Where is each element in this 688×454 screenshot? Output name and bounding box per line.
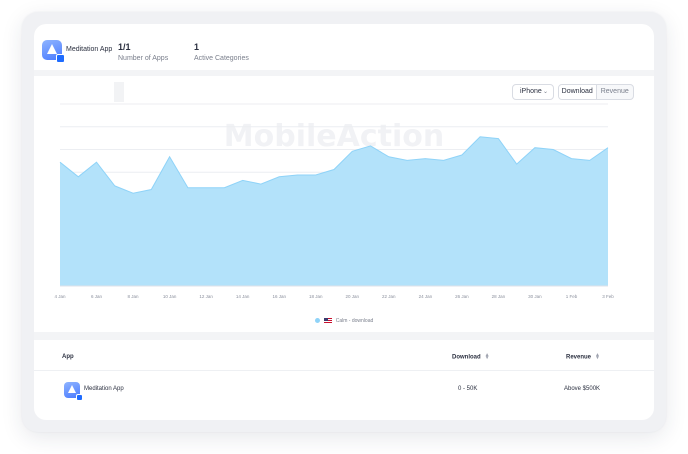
app-store-badge-icon — [56, 54, 65, 63]
row-revenue-range: Above $500K — [564, 386, 601, 392]
us-flag-icon — [323, 318, 332, 324]
x-tick-label: 24 Jan — [419, 294, 433, 299]
x-tick-label: 10 Jan — [163, 294, 177, 299]
dashboard-panel: Meditation App 1/1 Number of Apps 1 Acti… — [34, 24, 654, 420]
row-divider — [34, 370, 654, 371]
series-area[interactable] — [60, 136, 608, 286]
app-logo-icon — [47, 44, 57, 54]
chart-card: MobileAction 4 Jan 6 Jan 8 Jan 10 Jan 12 Jan 1… — [34, 76, 654, 332]
stat-value: 1 — [194, 42, 200, 52]
x-tick-label: 6 Jan — [91, 294, 103, 299]
x-tick-label: 8 Jan — [128, 294, 140, 299]
app-logo-icon — [68, 385, 76, 393]
device-dropdown[interactable]: iPhone ⌄ — [512, 84, 554, 100]
x-tick-label: 1 Feb — [566, 294, 578, 299]
column-header-download-label: Download — [452, 354, 481, 361]
column-header-app: App — [62, 354, 74, 360]
metric-toggle: Download Revenue — [558, 84, 634, 100]
stat-active-categories: 1 Active Categories — [194, 42, 249, 62]
x-tick-label: 28 Jan — [492, 294, 506, 299]
x-tick-label: 14 Jan — [236, 294, 250, 299]
chart-tab-stub — [114, 82, 124, 102]
legend-color-dot — [314, 318, 320, 324]
metric-option-download[interactable]: Download — [559, 85, 597, 99]
legend-series-label: Calm - download — [335, 318, 374, 324]
download-area-chart: MobileAction 4 Jan 6 Jan 8 Jan 10 Jan 12 Jan 1… — [54, 103, 614, 299]
app-name: Meditation App — [66, 46, 113, 53]
x-tick-label: 22 Jan — [382, 294, 396, 299]
x-tick-label: 3 Feb — [602, 294, 614, 299]
x-tick-label: 18 Jan — [309, 294, 323, 299]
column-header-revenue[interactable]: Revenue ▲ ▼ — [566, 352, 600, 361]
series-line — [59, 136, 609, 194]
stat-label: Number of Apps — [118, 55, 169, 62]
stat-number-of-apps: 1/1 Number of Apps — [118, 42, 168, 62]
x-tick-label: 20 Jan — [346, 294, 360, 299]
stat-value: 1/1 — [118, 42, 131, 52]
device-dropdown-value: iPhone — [520, 88, 542, 95]
app-icon — [42, 40, 65, 63]
apps-table: App Download ▲ ▼ Revenue ▲ ▼ Meditation App … — [34, 340, 654, 420]
sort-icon: ▲ ▼ — [595, 352, 600, 361]
x-tick-label: 16 Jan — [272, 294, 286, 299]
sort-icon: ▲ ▼ — [484, 352, 490, 361]
summary-header: Meditation App 1/1 Number of Apps 1 Acti… — [34, 24, 654, 70]
stat-label: Active Categories — [194, 55, 249, 62]
x-tick-label: 30 Jan — [528, 294, 542, 299]
dashboard-frame: Meditation App 1/1 Number of Apps 1 Acti… — [22, 12, 666, 432]
row-app-icon — [64, 382, 83, 401]
chart-legend[interactable]: Calm - download — [34, 318, 654, 324]
column-header-revenue-label: Revenue — [566, 354, 592, 361]
x-tick-label: 4 Jan — [54, 294, 66, 299]
x-tick-label: 26 Jan — [455, 294, 469, 299]
watermark-text: MobileAction — [224, 119, 444, 154]
chevron-down-icon: ⌄ — [542, 89, 548, 95]
row-app-name[interactable]: Meditation App — [84, 386, 124, 392]
x-tick-label: 12 Jan — [199, 294, 213, 299]
metric-option-revenue[interactable]: Revenue — [600, 88, 629, 95]
app-store-badge-icon — [76, 394, 83, 401]
row-download-range: 0 - 50K — [458, 386, 478, 392]
column-header-download[interactable]: Download ▲ ▼ — [452, 352, 490, 361]
